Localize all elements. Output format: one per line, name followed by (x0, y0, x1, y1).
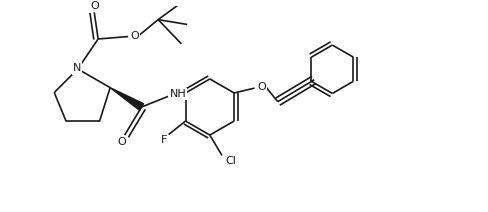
Text: O: O (118, 137, 126, 147)
Text: Cl: Cl (225, 156, 236, 166)
Polygon shape (110, 88, 143, 110)
Text: O: O (130, 31, 139, 40)
Text: O: O (257, 82, 266, 92)
Text: O: O (91, 1, 100, 11)
Text: N: N (73, 64, 81, 74)
Text: F: F (161, 135, 167, 145)
Text: NH: NH (169, 89, 186, 99)
